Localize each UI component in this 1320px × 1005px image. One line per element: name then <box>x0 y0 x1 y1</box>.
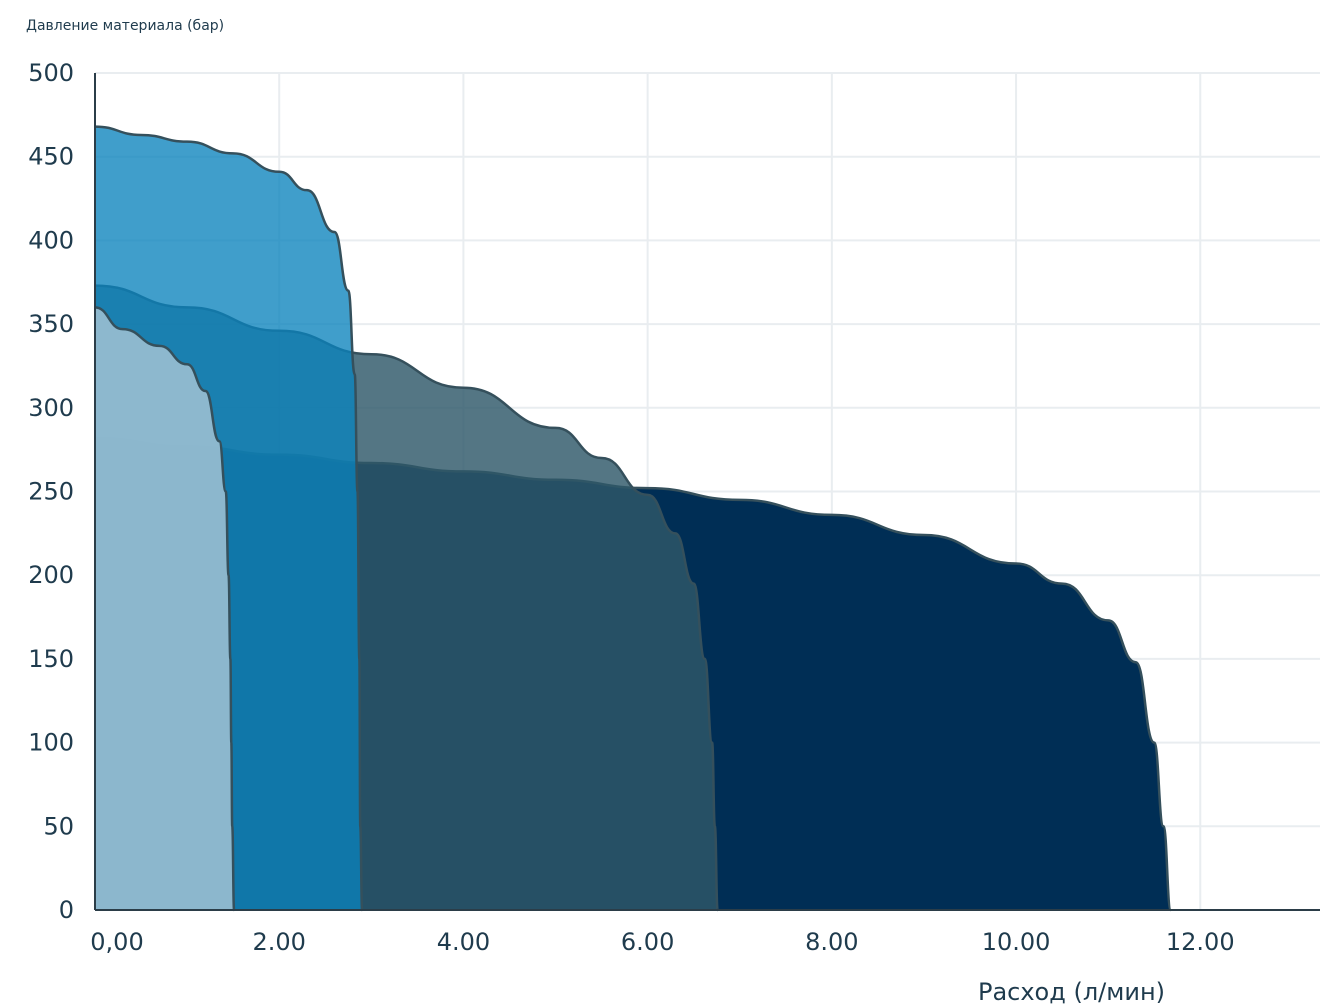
series-line-3 <box>94 125 364 912</box>
y-tick-label: 50 <box>43 812 74 840</box>
y-tick-label: 300 <box>28 394 74 422</box>
y-tick-label: 350 <box>28 310 74 338</box>
x-tick-label: 2.00 <box>252 928 305 956</box>
y-axis-label: Давление материала (бар) <box>26 18 224 34</box>
y-tick-label: 200 <box>28 561 74 589</box>
x-tick-label: 6.00 <box>621 928 674 956</box>
x-tick-label: 10.00 <box>982 928 1051 956</box>
x-tick-label: 4.00 <box>437 928 490 956</box>
y-tick-labels: 0 50 100 150 200 250 300 350 400 450 500 <box>28 59 74 924</box>
axes <box>94 73 1320 911</box>
series-area-4 <box>95 307 235 910</box>
y-tick-label: 100 <box>28 729 74 757</box>
y-tick-label: 150 <box>28 645 74 673</box>
y-tick-label: 0 <box>59 896 74 924</box>
y-tick-label: 400 <box>28 226 74 254</box>
series-areas <box>94 125 1173 912</box>
y-tick-label: 500 <box>28 59 74 87</box>
x-axis-label: Расход (л/мин) <box>978 978 1165 1005</box>
x-tick-label: 8.00 <box>805 928 858 956</box>
y-tick-label: 250 <box>28 478 74 506</box>
x-tick-label: 12.00 <box>1166 928 1235 956</box>
series-line-4 <box>94 306 236 912</box>
x-tick-labels: 0,00 2.00 4.00 6.00 8.00 10.00 12.00 <box>90 928 1234 956</box>
x-tick-label: 0,00 <box>90 928 143 956</box>
y-tick-label: 450 <box>28 143 74 171</box>
